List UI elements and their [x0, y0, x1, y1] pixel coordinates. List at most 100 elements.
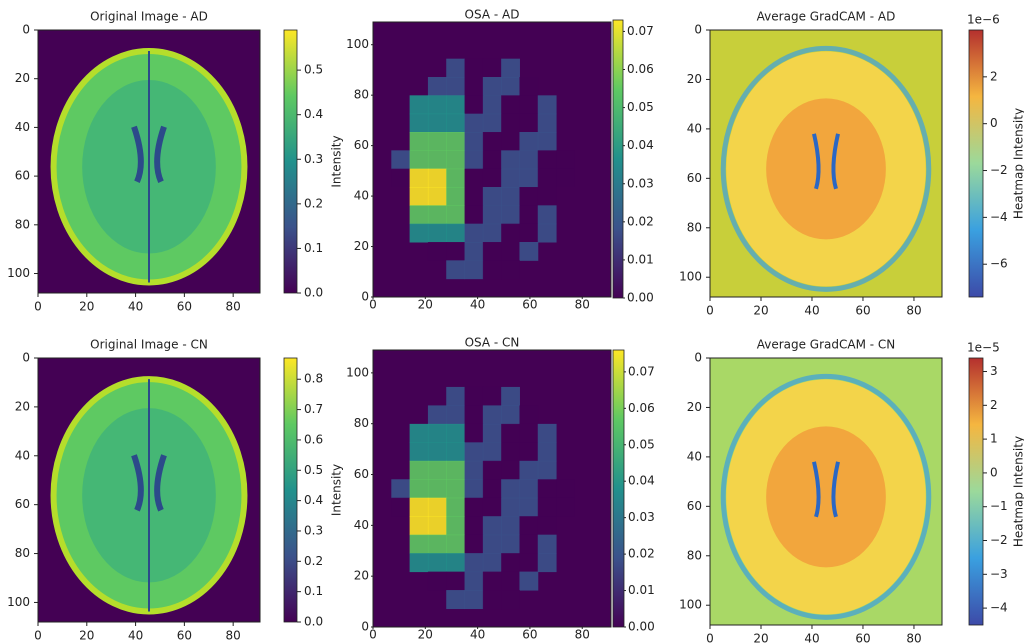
x-tick-label: 20	[79, 629, 94, 643]
colorbar	[284, 358, 297, 622]
colorbar-tick-label: −4	[990, 210, 1008, 224]
x-tick-label: 0	[34, 629, 42, 643]
colorbar-label: Intensity	[330, 135, 344, 187]
image-pixel	[501, 169, 520, 188]
y-tick-label: 80	[15, 546, 30, 560]
image-pixel	[501, 590, 520, 609]
image-pixel	[501, 95, 520, 114]
image-pixel	[428, 132, 447, 151]
image-pixel	[483, 132, 502, 151]
image-pixel	[465, 572, 484, 591]
image-pixel	[483, 405, 502, 424]
image-pixel	[519, 405, 538, 424]
image-pixel	[538, 224, 557, 243]
image-pixel	[519, 553, 538, 572]
image-pixel	[465, 479, 484, 498]
image-pixel	[465, 260, 484, 279]
colorbar-tick-label: −6	[990, 257, 1008, 271]
image-pixel	[446, 405, 465, 424]
x-tick-label: 60	[855, 304, 870, 318]
image-pixel	[465, 424, 484, 443]
colorbar-tick-label: 2	[990, 69, 998, 83]
image-pixel	[410, 553, 429, 572]
image-pixel	[501, 572, 520, 591]
image-pixel	[501, 479, 520, 498]
y-tick-label: 100	[346, 365, 369, 379]
colorbar-tick-label: 0	[990, 116, 998, 130]
panel-title: Average GradCAM - AD	[757, 10, 896, 24]
image-pixel	[519, 77, 538, 96]
colorbar-tick-label: 0.05	[627, 100, 654, 114]
image-pixel	[410, 424, 429, 443]
y-tick-label: 40	[354, 518, 369, 532]
image-pixel	[410, 224, 429, 243]
x-tick-label: 80	[575, 628, 590, 642]
image-pixel	[446, 387, 465, 406]
image-pixel	[465, 590, 484, 609]
colorbar-tick-label: 0.0	[304, 286, 323, 300]
image-pixel	[519, 187, 538, 206]
image-pixel	[483, 572, 502, 591]
colorbar-tick-label: 0.00	[628, 620, 655, 634]
image-pixel	[465, 114, 484, 133]
y-tick-label: 0	[22, 351, 30, 365]
colorbar-tick-label: 0.00	[627, 291, 654, 305]
x-tick-label: 0	[706, 632, 714, 644]
image-pixel	[538, 187, 557, 206]
image-pixel	[428, 498, 447, 517]
image-pixel	[556, 150, 575, 169]
x-tick-label: 40	[470, 298, 485, 312]
image-pixel	[446, 187, 465, 206]
image-pixel	[538, 95, 557, 114]
image-pixel	[428, 77, 447, 96]
image-pixel	[410, 95, 429, 114]
colorbar-tick-label: 0.06	[627, 62, 654, 76]
x-tick-label: 80	[226, 629, 241, 643]
image-pixel	[428, 187, 447, 206]
image-pixel	[483, 590, 502, 609]
image-pixel	[428, 424, 447, 443]
image-pixel	[465, 132, 484, 151]
image-pixel	[501, 77, 520, 96]
y-tick-label: 60	[354, 467, 369, 481]
image-pixel	[519, 516, 538, 535]
image-pixel	[483, 95, 502, 114]
image-pixel	[465, 461, 484, 480]
image-pixel	[446, 590, 465, 609]
image-pixel	[519, 535, 538, 554]
y-tick-label: 60	[15, 497, 30, 511]
image-pixel	[483, 77, 502, 96]
image-pixel	[410, 461, 429, 480]
image-pixel	[446, 572, 465, 591]
image-pixel	[483, 224, 502, 243]
image-pixel	[538, 424, 557, 443]
image-pixel	[391, 498, 410, 517]
image-pixel	[428, 169, 447, 188]
colorbar-tick-label: 0.02	[628, 547, 655, 561]
panel-title: Original Image - CN	[90, 338, 208, 352]
colorbar	[969, 30, 983, 297]
image-pixel	[501, 553, 520, 572]
colorbar-tick-label: 0.7	[304, 402, 323, 416]
x-tick-label: 20	[418, 628, 433, 642]
image-pixel	[519, 205, 538, 224]
colorbar-tick-label: −4	[990, 601, 1008, 615]
panel-title: Average GradCAM - CN	[757, 338, 896, 352]
image-pixel	[483, 498, 502, 517]
colorbar-label: Heatmap Intensity	[1012, 108, 1024, 219]
colorbar-tick-label: 0.04	[628, 474, 655, 488]
image-pixel	[465, 187, 484, 206]
image-pixel	[428, 553, 447, 572]
image-pixel	[501, 224, 520, 243]
colorbar-tick-label: 0.4	[304, 107, 323, 121]
colorbar-tick-label: 0.01	[628, 583, 655, 597]
y-tick-label: 80	[687, 220, 702, 234]
image-pixel	[446, 479, 465, 498]
colorbar-tick-label: 0.2	[304, 196, 323, 210]
y-tick-label: 80	[15, 217, 30, 231]
x-tick-label: 0	[369, 298, 377, 312]
image-pixel	[410, 187, 429, 206]
colorbar-tick-label: 0.04	[627, 138, 654, 152]
image-pixel	[519, 498, 538, 517]
colorbar-tick-label: 0.02	[627, 214, 654, 228]
